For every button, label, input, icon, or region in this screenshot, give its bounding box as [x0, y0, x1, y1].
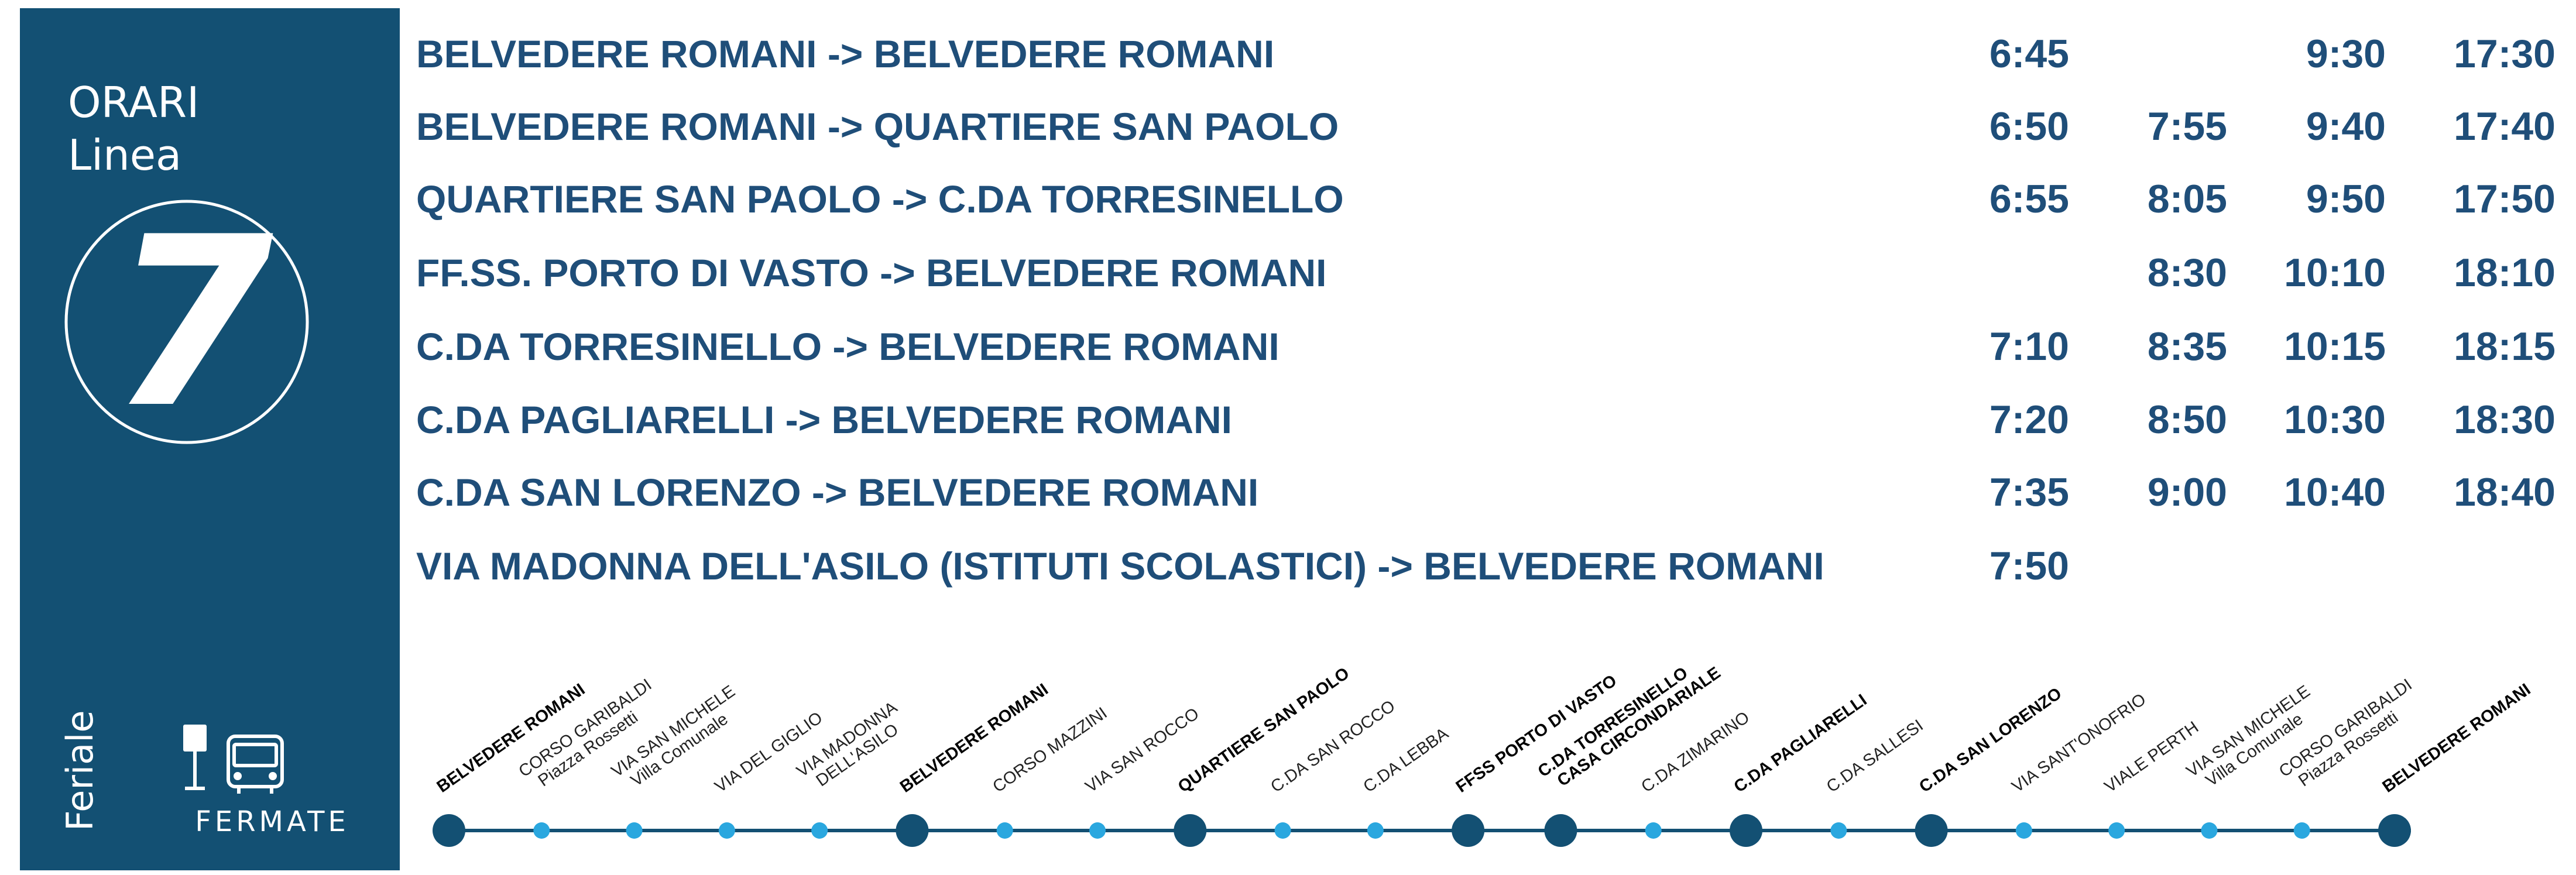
stop-dot: [2201, 822, 2218, 839]
departure-time: 10:30: [2284, 397, 2386, 442]
major-stop-dot: [896, 814, 929, 847]
stop-dot: [2108, 822, 2125, 839]
panel-title: ORARI: [68, 78, 199, 127]
stop-dot: [1367, 822, 1384, 839]
departure-time: 7:50: [1990, 544, 2069, 588]
departure-time: 7:55: [2148, 104, 2227, 149]
stop: C.DA LEBBA: [1360, 724, 1453, 839]
route: BELVEDERE ROMANI -> QUARTIERE SAN PAOLO: [416, 105, 1339, 148]
route: C.DA PAGLIARELLI -> BELVEDERE ROMANI: [416, 398, 1232, 441]
departure-time: 18:30: [2454, 397, 2556, 442]
major-stop-dot: [1174, 814, 1207, 847]
schedule-row: BELVEDERE ROMANI -> QUARTIERE SAN PAOLO 6…: [416, 104, 2556, 149]
stop-label-group: BELVEDERE ROMANI: [897, 680, 1052, 797]
stop-dot: [996, 822, 1013, 839]
route: C.DA TORRESINELLO -> BELVEDERE ROMANI: [416, 325, 1280, 368]
major-stop-dot: [433, 814, 465, 847]
departure-time: 18:40: [2454, 470, 2556, 514]
panel-subtitle: Linea: [68, 131, 181, 180]
departure-time: 6:55: [1990, 177, 2069, 221]
stop-label: VIALE PERTH: [2101, 718, 2202, 797]
stop-label-group: C.DA LEBBA: [1360, 724, 1453, 797]
schedule-row: BELVEDERE ROMANI -> BELVEDERE ROMANI 6:45…: [416, 32, 2556, 76]
stop-dot: [1830, 822, 1847, 839]
schedule-table: BELVEDERE ROMANI -> BELVEDERE ROMANI 6:45…: [416, 32, 2556, 588]
departure-time: 17:30: [2454, 32, 2556, 76]
route: BELVEDERE ROMANI -> BELVEDERE ROMANI: [416, 32, 1274, 76]
departure-time: 17:40: [2454, 104, 2556, 149]
stop-sign-icon: [183, 725, 207, 790]
line-number: 7: [111, 187, 275, 459]
stop-label: C.DA LEBBA: [1360, 724, 1453, 797]
major-stop-dot: [1915, 814, 1948, 847]
departure-time: 10:10: [2284, 251, 2386, 295]
departure-time: 9:00: [2148, 470, 2227, 514]
departure-time: 9:30: [2306, 32, 2386, 76]
departure-time: 6:50: [1990, 104, 2069, 149]
departure-time: 8:35: [2148, 324, 2227, 369]
departure-time: 7:20: [1990, 397, 2069, 442]
schedule-row: C.DA PAGLIARELLI -> BELVEDERE ROMANI 7:20…: [416, 397, 2556, 442]
stop-dot: [533, 822, 550, 839]
departure-time: 18:10: [2454, 251, 2556, 295]
stop-dot: [2015, 822, 2032, 839]
route: FF.SS. PORTO DI VASTO -> BELVEDERE ROMAN…: [416, 251, 1326, 294]
departure-time: 10:40: [2284, 470, 2386, 514]
bus-icon: [227, 735, 284, 794]
departure-time: 8:05: [2148, 177, 2227, 221]
departure-time: 8:30: [2148, 251, 2227, 295]
departure-time: 9:40: [2306, 104, 2386, 149]
departure-time: 9:50: [2306, 177, 2386, 221]
stop-dot: [1274, 822, 1291, 839]
route: QUARTIERE SAN PAOLO -> C.DA TORRESINELLO: [416, 177, 1344, 221]
departure-time: 18:15: [2454, 324, 2556, 369]
major-stop-dot: [2378, 814, 2411, 847]
stop-dot: [718, 822, 735, 839]
day-type: Feriale: [59, 711, 101, 832]
schedule-row: FF.SS. PORTO DI VASTO -> BELVEDERE ROMAN…: [416, 251, 2556, 295]
stop-dot: [1645, 822, 1662, 839]
major-stop-dot: [1452, 814, 1485, 847]
stop-dot: [811, 822, 828, 839]
departure-time: 6:45: [1990, 32, 2069, 76]
major-stop-dot: [1544, 814, 1577, 847]
line-circle: [64, 200, 309, 444]
major-stop-dot: [1730, 814, 1762, 847]
schedule-row: VIA MADONNA DELL'ASILO (ISTITUTI SCOLAST…: [416, 544, 2069, 588]
stop: C.DA SALLESI: [1823, 716, 1927, 839]
schedule-row: C.DA SAN LORENZO -> BELVEDERE ROMANI 7:35…: [416, 470, 2556, 514]
stop-label: CASA CIRCONDARIALE: [1554, 664, 1724, 791]
route: VIA MADONNA DELL'ASILO (ISTITUTI SCOLAST…: [416, 544, 1824, 588]
stop-label: BELVEDERE ROMANI: [897, 680, 1052, 797]
schedule-row: QUARTIERE SAN PAOLO -> C.DA TORRESINELLO…: [416, 177, 2556, 221]
stops-label: FERMATE: [195, 805, 349, 838]
departure-time: 7:10: [1990, 324, 2069, 369]
stop-label-group: VIALE PERTH: [2101, 718, 2202, 797]
stop-dot: [626, 822, 643, 839]
stop-dot: [2293, 822, 2310, 839]
stop: BELVEDERE ROMANI: [2378, 680, 2534, 847]
departure-time: 10:15: [2284, 324, 2386, 369]
departure-time: 7:35: [1990, 470, 2069, 514]
stop-label-group: QUARTIERE SAN PAOLO: [1175, 664, 1353, 796]
stop-dot: [1089, 822, 1106, 839]
departure-time: 17:50: [2454, 177, 2556, 221]
schedule-row: C.DA TORRESINELLO -> BELVEDERE ROMANI 7:1…: [416, 324, 2556, 369]
stop: VIALE PERTH: [2101, 718, 2202, 839]
route: C.DA SAN LORENZO -> BELVEDERE ROMANI: [416, 471, 1258, 514]
stop-label: QUARTIERE SAN PAOLO: [1175, 664, 1353, 796]
departure-time: 8:50: [2148, 397, 2227, 442]
